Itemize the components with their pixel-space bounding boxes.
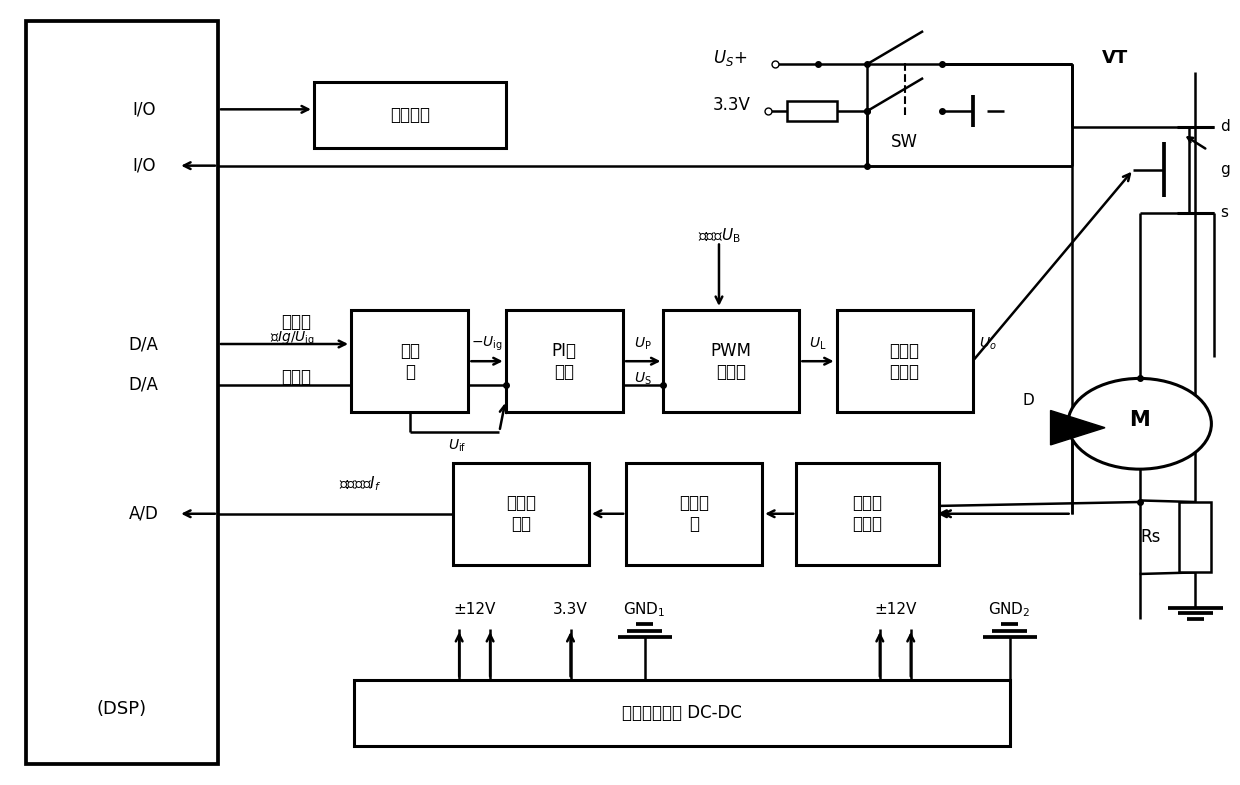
Text: VT: VT [1102,49,1128,67]
Text: I/O: I/O [131,100,155,119]
Text: s: s [1220,205,1228,220]
Text: 锯齿波: 锯齿波 [280,368,311,386]
Text: D: D [1023,392,1034,408]
FancyBboxPatch shape [453,463,589,564]
Text: 3.3V: 3.3V [553,602,588,617]
Text: 3.3V: 3.3V [713,96,750,114]
Text: Rs: Rs [1141,528,1161,546]
Text: PWM
发生器: PWM 发生器 [711,341,751,381]
FancyBboxPatch shape [787,100,837,121]
Text: D/A: D/A [129,376,159,394]
Text: 线性光
隔放大: 线性光 隔放大 [852,495,883,533]
Text: $-U_{\rm ig}$: $-U_{\rm ig}$ [471,335,503,353]
Text: D/A: D/A [129,335,159,353]
Text: M: M [1130,410,1149,430]
FancyBboxPatch shape [796,463,939,564]
Text: 开关光
隔放大: 开关光 隔放大 [889,341,920,381]
Text: $U_{\rm S}$: $U_{\rm S}$ [635,371,652,387]
Text: $U_{\rm L}$: $U_{\rm L}$ [810,336,827,352]
Text: I/O: I/O [131,157,155,174]
FancyBboxPatch shape [626,463,763,564]
Text: $U_S$+: $U_S$+ [713,48,746,68]
Text: $U_{\rm P}$: $U_{\rm P}$ [635,336,652,352]
Text: 流$Ig$/$U_{\rm ig}$: 流$Ig$/$U_{\rm ig}$ [269,330,315,349]
FancyBboxPatch shape [353,680,1009,747]
Text: SW: SW [892,133,918,152]
Text: GND$_2$: GND$_2$ [988,601,1030,619]
Text: 给定电: 给定电 [280,313,311,331]
FancyBboxPatch shape [26,21,218,764]
Circle shape [1068,378,1211,469]
Text: ±12V: ±12V [874,602,916,617]
Text: GND$_1$: GND$_1$ [624,601,666,619]
Text: 反馈电流$I_f$: 反馈电流$I_f$ [339,475,382,493]
Text: PI调
节器: PI调 节器 [552,341,577,381]
Text: (DSP): (DSP) [97,700,148,718]
Text: g: g [1220,162,1230,177]
Text: 反相
器: 反相 器 [399,341,419,381]
Text: $U_{\rm if}$: $U_{\rm if}$ [449,437,466,454]
Text: A/D: A/D [129,505,159,523]
FancyBboxPatch shape [506,310,622,412]
Text: 电压跟
随器: 电压跟 随器 [506,495,536,533]
FancyBboxPatch shape [351,310,469,412]
FancyBboxPatch shape [1179,502,1211,572]
FancyBboxPatch shape [837,310,972,412]
Text: d: d [1220,119,1230,134]
Text: 控制电路电源 DC-DC: 控制电路电源 DC-DC [622,704,742,722]
Text: ±12V: ±12V [454,602,496,617]
Text: 负偏置$U_{\rm B}$: 负偏置$U_{\rm B}$ [698,227,740,246]
Text: $U_o$: $U_o$ [978,336,996,352]
Polygon shape [1050,411,1105,445]
FancyBboxPatch shape [314,82,506,148]
Text: 过载报警: 过载报警 [389,106,430,124]
Text: 低通滤
波: 低通滤 波 [680,495,709,533]
FancyBboxPatch shape [663,310,800,412]
